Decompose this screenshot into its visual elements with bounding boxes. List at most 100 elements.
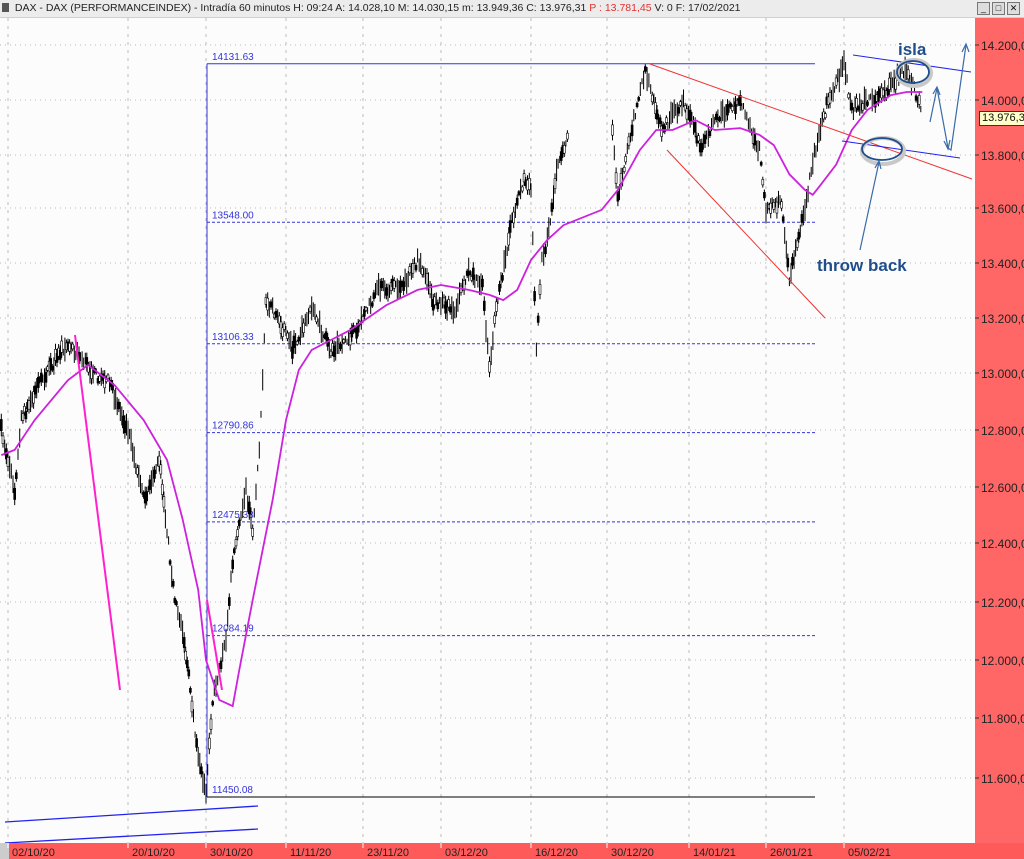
fibonacci-retracement: 14131.63 13548.00 13106.33 12790.86 12475.38… xyxy=(206,52,815,798)
candle-body xyxy=(50,365,54,371)
candle-body xyxy=(282,323,286,330)
candle-body xyxy=(562,145,566,154)
candle-body xyxy=(866,101,869,106)
candle-body xyxy=(498,283,501,292)
candle-body xyxy=(769,202,773,214)
candle-body xyxy=(274,310,278,318)
candle-body xyxy=(136,467,139,475)
blue-channel-top[interactable] xyxy=(852,54,972,73)
candle-body xyxy=(679,101,682,106)
volume-value: V: 0 xyxy=(654,2,673,14)
candle-body xyxy=(834,77,838,86)
candle-body xyxy=(533,291,536,302)
chart-title-bar: DAX - DAX (PERFORMANCEINDEX) - Intradía … xyxy=(0,0,1024,18)
candle-body xyxy=(775,201,779,214)
candle-body xyxy=(266,297,270,311)
candle-body xyxy=(348,333,352,346)
candle-body xyxy=(33,385,37,395)
blue-support-line[interactable] xyxy=(4,828,259,844)
candle-body xyxy=(559,151,563,161)
candle-body xyxy=(658,117,662,124)
candle-body xyxy=(171,580,175,587)
throwback-highlight[interactable] xyxy=(861,137,903,161)
close-button[interactable]: ✕ xyxy=(1007,2,1020,15)
open-value: A: 14.028,10 xyxy=(335,2,395,14)
candle-body xyxy=(60,340,64,353)
blue-support-line[interactable] xyxy=(4,805,259,823)
candle-body xyxy=(187,669,191,677)
candle-body xyxy=(380,280,384,289)
candle-body xyxy=(906,69,910,80)
candle-body xyxy=(173,598,177,604)
candle-body xyxy=(786,257,790,268)
y-tick-label: 13.400,00 xyxy=(981,257,1024,271)
candle-body xyxy=(447,299,451,308)
candle-body xyxy=(508,220,512,233)
candle-body xyxy=(324,331,328,340)
candle-body xyxy=(791,256,794,266)
blue-channel-bottom[interactable] xyxy=(841,140,961,159)
x-tick-label: 20/10/20 xyxy=(132,847,175,859)
candle-body xyxy=(228,597,231,606)
y-tick-label: 13.800,00 xyxy=(981,149,1024,163)
candle-body xyxy=(36,376,40,388)
isla-highlight[interactable] xyxy=(896,60,930,84)
time-axis[interactable] xyxy=(0,843,1024,859)
candle-body xyxy=(718,117,721,122)
candle-body xyxy=(39,372,43,382)
candle-body xyxy=(917,95,921,105)
candle-body xyxy=(708,130,712,136)
candle-body xyxy=(363,309,366,317)
candle-body xyxy=(650,94,654,103)
x-tick-label: 16/12/20 xyxy=(535,847,578,859)
moving-average-line xyxy=(0,91,923,708)
x-tick-label: 30/10/20 xyxy=(210,847,253,859)
throwback-arrow[interactable] xyxy=(859,161,880,251)
maximize-button[interactable]: □ xyxy=(992,2,1005,15)
magenta-trendline[interactable] xyxy=(74,334,121,691)
candle-body xyxy=(550,202,554,212)
price-axis[interactable] xyxy=(975,14,1024,843)
minimize-button[interactable]: _ xyxy=(977,2,990,15)
candle-body xyxy=(730,106,734,111)
candle-body xyxy=(759,161,763,166)
candle-body xyxy=(0,419,3,431)
candle-body xyxy=(448,306,452,313)
candle-body xyxy=(566,132,569,140)
magenta-trendline[interactable] xyxy=(206,599,223,691)
chart-menu-icon[interactable] xyxy=(2,3,9,12)
drawn-trendlines[interactable]: isla throw back xyxy=(4,40,973,844)
candle-body xyxy=(828,92,832,104)
candle-body xyxy=(103,375,106,389)
low-value: m: 13.949,36 xyxy=(462,2,524,14)
candle-body xyxy=(295,340,299,345)
candle-body xyxy=(637,97,641,101)
candle-body xyxy=(729,103,733,108)
candle-body xyxy=(655,109,659,120)
x-tick-label: 23/11/20 xyxy=(367,847,409,859)
candle-body xyxy=(411,263,415,274)
candle-body xyxy=(520,186,524,192)
y-tick-label: 14.000,00 xyxy=(981,94,1024,108)
candle-body xyxy=(392,280,396,289)
arrowhead-icon xyxy=(932,85,941,96)
candle-body xyxy=(544,246,547,255)
fib-level-label: 12475.38 xyxy=(212,510,254,521)
candle-body xyxy=(800,214,804,223)
candle-body xyxy=(553,178,557,189)
last-price-tag: 13.976,31 xyxy=(979,111,1024,126)
x-tick-label: 30/12/20 xyxy=(611,847,654,859)
candle-body xyxy=(761,179,765,186)
candle-body xyxy=(515,197,519,206)
candle-body xyxy=(468,271,472,276)
time-axis-scroll-button[interactable] xyxy=(0,843,9,859)
red-trendline-lower[interactable] xyxy=(666,149,826,319)
candle-body xyxy=(481,278,484,288)
candle-body xyxy=(175,601,178,606)
candle-body xyxy=(616,190,620,202)
candle-body xyxy=(251,528,254,537)
candle-body xyxy=(488,361,491,373)
candle-body xyxy=(734,101,737,114)
red-trendline-upper[interactable] xyxy=(649,63,973,180)
